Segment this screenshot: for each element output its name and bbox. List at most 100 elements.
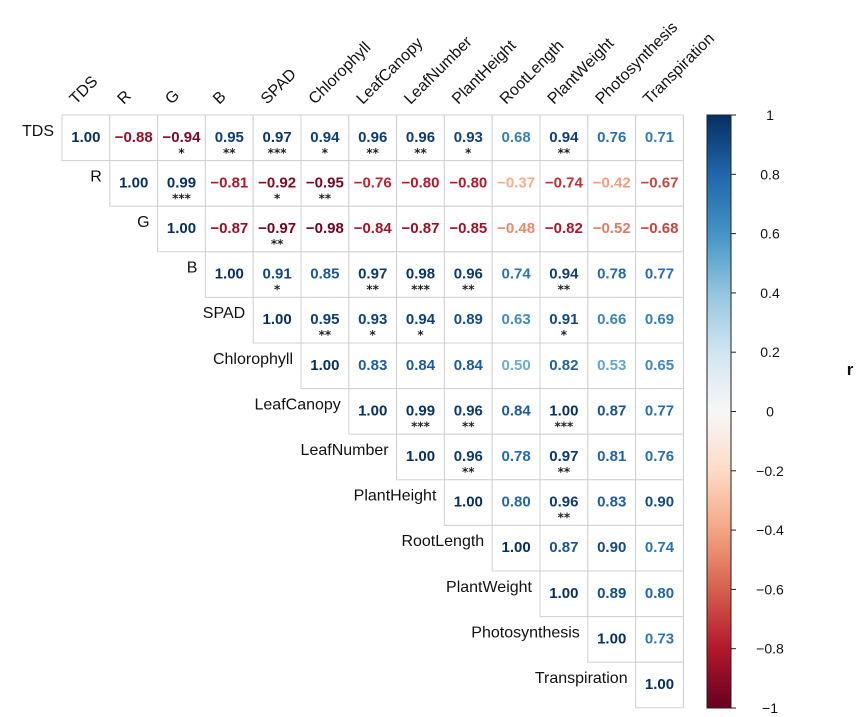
significance-stars: * <box>370 328 377 342</box>
cell-border <box>300 296 350 344</box>
heatmap-cell: −0.87 <box>204 205 254 253</box>
significance-stars: ** <box>319 191 332 205</box>
cell-value: 0.90 <box>597 539 626 556</box>
significance-stars: ** <box>366 283 379 297</box>
significance-stars: *** <box>411 283 431 297</box>
cell-value: 0.99 <box>406 402 435 419</box>
cell-border <box>348 388 398 435</box>
cell-value: −0.37 <box>497 174 535 191</box>
colorbar-tick-label: −0.6 <box>756 581 784 597</box>
cell-border <box>443 388 493 435</box>
cell-border <box>587 433 637 481</box>
cell-border <box>396 205 445 253</box>
heatmap-cell: 0.83 <box>348 342 398 390</box>
heatmap-cell: 0.87 <box>587 388 637 435</box>
heatmap-cell: −0.84 <box>348 205 398 253</box>
significance-stars: * <box>274 191 281 205</box>
cell-value: 0.96 <box>454 448 483 465</box>
heatmap-cell: 0.93* <box>348 296 398 344</box>
heatmap-cell: 0.81 <box>587 433 637 481</box>
row-label: Transpiration <box>535 670 628 687</box>
heatmap-cell: −0.82 <box>539 205 589 253</box>
cell-border <box>300 342 350 390</box>
cell-border <box>539 388 589 435</box>
cell-border <box>252 205 302 253</box>
cell-value: −0.87 <box>210 220 248 237</box>
heatmap-cell: 0.73 <box>635 616 684 663</box>
cell-value: 1.00 <box>597 630 626 647</box>
cell-value: 0.97 <box>262 129 291 146</box>
cell-border <box>635 570 684 618</box>
significance-stars: ** <box>558 511 571 525</box>
significance-stars: * <box>561 328 568 342</box>
heatmap-cell: 0.93* <box>443 114 493 162</box>
cell-border <box>348 251 398 298</box>
row-label: R <box>90 168 102 185</box>
heatmap-cell: 0.69 <box>635 296 684 344</box>
cell-border <box>635 251 684 298</box>
cell-value: 0.90 <box>645 494 674 511</box>
cell-value: 0.84 <box>406 357 436 374</box>
cell-value: 1.00 <box>358 402 387 419</box>
significance-stars: ** <box>319 328 332 342</box>
heatmap-cell: 0.84 <box>443 342 493 390</box>
heatmap-cell: 1.00 <box>157 205 206 253</box>
heatmap-cell: 0.80 <box>491 479 541 526</box>
cell-value: −0.76 <box>354 174 392 191</box>
heatmap-cell: 1.00 <box>252 296 302 344</box>
cell-value: −0.95 <box>306 174 344 191</box>
row-label: B <box>187 260 198 277</box>
heatmap-cell: 0.96** <box>396 114 445 162</box>
cell-border <box>587 114 637 162</box>
cell-value: 0.81 <box>597 448 626 465</box>
heatmap-cell: 0.90 <box>635 479 684 526</box>
cell-value: −0.74 <box>545 174 584 191</box>
cell-value: 0.82 <box>549 357 578 374</box>
colorbar-tick-label: −0.4 <box>756 522 784 538</box>
cell-border <box>587 388 637 435</box>
cell-border <box>491 433 541 481</box>
significance-stars: * <box>322 146 329 160</box>
column-label: SPAD <box>258 66 300 108</box>
heatmap-cell: 0.94* <box>300 114 350 162</box>
cell-border <box>539 570 589 618</box>
cell-value: 0.99 <box>167 174 196 191</box>
cell-border <box>348 160 398 207</box>
heatmap-cell: 0.77 <box>635 251 684 298</box>
heatmap-cell: 0.94* <box>396 296 445 344</box>
cell-value: −0.85 <box>449 220 487 237</box>
cell-border <box>539 524 589 572</box>
heatmap-cell: 1.00 <box>443 479 493 526</box>
cell-border <box>396 114 445 162</box>
cell-border <box>635 661 684 709</box>
significance-stars: *** <box>554 419 574 433</box>
row-label: TDS <box>22 123 54 140</box>
cell-value: 1.00 <box>501 539 530 556</box>
heatmap-cell: 0.94** <box>539 114 589 162</box>
colorbar-tick-label: 0 <box>766 404 774 420</box>
heatmap-cell: 1.00 <box>396 433 445 481</box>
cell-border <box>443 433 493 481</box>
significance-stars: * <box>417 328 424 342</box>
cell-value: 0.80 <box>645 585 674 602</box>
cell-border <box>539 479 589 526</box>
cell-border <box>204 251 254 298</box>
colorbar-bar <box>706 114 732 709</box>
heatmap-cell: 0.89 <box>443 296 493 344</box>
heatmap-cell: 0.90 <box>587 524 637 572</box>
cell-border <box>109 160 159 207</box>
cell-value: 0.93 <box>358 311 387 328</box>
heatmap-cell: 0.84 <box>396 342 445 390</box>
heatmap-cell: 0.97** <box>539 433 589 481</box>
row-label: G <box>137 214 149 231</box>
heatmap-cell: 1.00 <box>109 160 159 207</box>
significance-stars: ** <box>414 146 427 160</box>
cell-border <box>587 524 637 572</box>
cell-border <box>61 114 111 162</box>
cell-value: −0.82 <box>545 220 583 237</box>
heatmap-cell: −0.95** <box>300 160 350 207</box>
cell-border <box>252 160 302 207</box>
significance-stars: ** <box>271 237 284 251</box>
cell-border <box>491 114 541 162</box>
